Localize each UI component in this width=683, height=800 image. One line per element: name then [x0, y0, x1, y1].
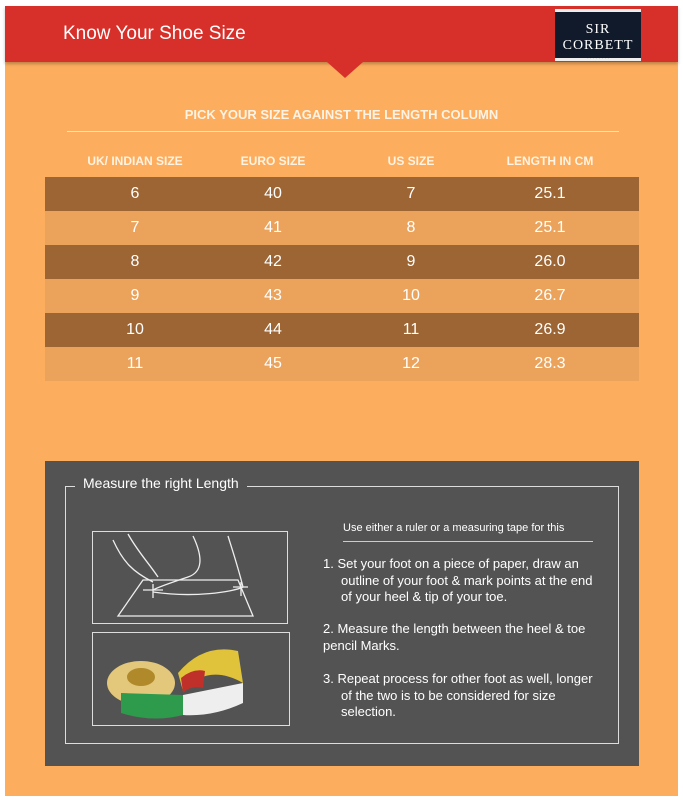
table-cell: 42	[264, 253, 282, 270]
page-title: Know Your Shoe Size	[63, 23, 246, 44]
measure-panel: Measure the right Length Use either a ru…	[45, 461, 639, 766]
measure-hint: Use either a ruler or a measuring tape f…	[343, 522, 565, 534]
divider	[67, 131, 619, 132]
column-header: US SIZE	[387, 154, 435, 168]
table-cell: 26.0	[534, 253, 566, 270]
table-cell: 10	[402, 287, 420, 304]
table-cell: 9	[130, 287, 140, 304]
column-header: EURO SIZE	[240, 154, 306, 168]
table-cell: 7	[130, 219, 140, 236]
table-cell: 41	[264, 219, 282, 236]
column-header: UK/ INDIAN SIZE	[87, 154, 183, 168]
table-cell: 40	[264, 185, 282, 202]
divider	[343, 541, 593, 542]
table-subtitle: PICK YOUR SIZE AGAINST THE LENGTH COLUMN	[184, 107, 499, 122]
measure-frame	[65, 486, 619, 744]
table-cell: 11	[402, 321, 420, 338]
column-header: LENGTH IN CM	[506, 154, 594, 168]
table-row: 7 41 8 25.1	[45, 211, 639, 245]
step-3: 3. Repeat process for other foot as well…	[323, 671, 593, 719]
table-row: 10 44 11 26.9	[45, 313, 639, 347]
table-cell: 25.1	[534, 219, 566, 236]
table-cell: 8	[406, 219, 416, 236]
header-notch	[327, 62, 363, 78]
table-cell: 45	[264, 355, 282, 372]
table-cell: 26.7	[534, 287, 566, 304]
measure-title: Measure the right Length	[75, 475, 247, 491]
table-cell: 7	[406, 185, 416, 202]
size-table: 6 40 7 25.1 7 41 8 25.1 8 42 9 26.0 9 43 10 26.7 10 44 11 2…	[45, 177, 639, 381]
table-cell: 8	[130, 253, 140, 270]
step-2: 2. Measure the length between the heel &…	[323, 621, 586, 653]
table-row: 8 42 9 26.0	[45, 245, 639, 279]
table-cell: 26.9	[534, 321, 566, 338]
table-cell: 10	[126, 321, 144, 338]
foot-tracing-illustration	[92, 531, 288, 624]
table-row: 6 40 7 25.1	[45, 177, 639, 211]
table-cell: 44	[264, 321, 282, 338]
table-cell: 25.1	[534, 185, 566, 202]
table-cell: 9	[406, 253, 416, 270]
brand-logo: SIR CORBETT · · · · · · · ·	[555, 9, 641, 62]
measuring-tape-image	[92, 632, 290, 726]
step-1: 1. Set your foot on a piece of paper, dr…	[323, 556, 593, 604]
header: Know Your Shoe Size SIR CORBETT · · · · ·…	[5, 6, 678, 62]
table-cell: 11	[126, 355, 144, 372]
logo-tagline: · · · · · · · ·	[586, 57, 610, 62]
table-cell: 28.3	[534, 355, 566, 372]
table-cell: 43	[264, 287, 282, 304]
size-guide-card: Know Your Shoe Size SIR CORBETT · · · · ·…	[5, 6, 678, 796]
table-cell: 12	[402, 355, 420, 372]
table-row: 9 43 10 26.7	[45, 279, 639, 313]
table-row: 11 45 12 28.3	[45, 347, 639, 381]
table-cell: 6	[130, 185, 140, 202]
logo-text: SIR CORBETT	[562, 22, 634, 53]
